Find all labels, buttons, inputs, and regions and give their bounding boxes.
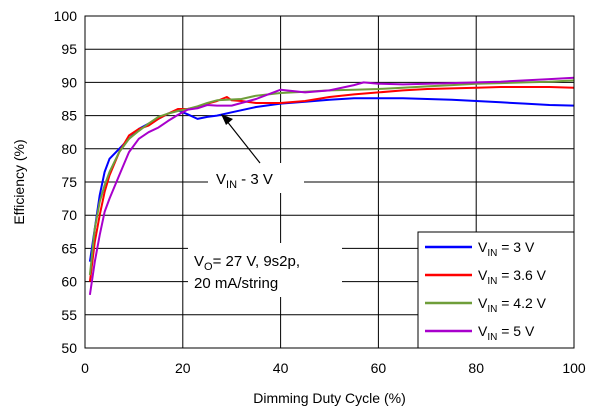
x-axis-label: Dimming Duty Cycle (%) [253, 390, 405, 406]
callout-arrow-line [225, 119, 261, 164]
x-tick-label: 100 [562, 360, 586, 376]
y-axis-label: Efficiency (%) [11, 139, 27, 224]
legend-label-2: VIN = 3.6 V [478, 267, 547, 287]
callout-arrowhead [221, 114, 233, 125]
conditions-annotation: VO= 27 V, 9s2p, 20 mA/string [188, 243, 342, 297]
y-tick-label: 50 [61, 340, 77, 356]
x-tick-label: 40 [273, 360, 289, 376]
legend-label-4: VIN = 5 V [478, 323, 535, 343]
vin-callout-text: VIN - 3 V [216, 171, 273, 191]
y-tick-label: 65 [61, 240, 77, 256]
legend-box [417, 231, 575, 349]
y-tick-label: 70 [61, 207, 77, 223]
x-tick-label: 80 [468, 360, 484, 376]
y-tick-label: 100 [54, 8, 78, 24]
series-line-4 [88, 76, 575, 296]
x-tick-label: 20 [175, 360, 191, 376]
x-tick-label: 0 [81, 360, 89, 376]
legend-label-1: VIN = 3 V [478, 239, 535, 259]
legend: VIN = 3 V VIN = 3.6 V VIN = 4.2 V VIN = 5 V [417, 231, 575, 349]
legend-items: VIN = 3 V VIN = 3.6 V VIN = 4.2 V VIN = 5 V [425, 239, 547, 343]
y-tick-label: 55 [61, 307, 77, 323]
x-tick-label: 60 [371, 360, 387, 376]
conditions-box [188, 243, 342, 297]
conditions-line-1: VO= 27 V, 9s2p, [194, 253, 300, 273]
y-tick-label: 90 [61, 74, 77, 90]
conditions-line-2: 20 mA/string [194, 275, 278, 292]
series-line-1 [88, 97, 575, 262]
vin-callout-box [208, 163, 304, 193]
y-tick-label: 95 [61, 41, 77, 57]
x-tick-labels: 0 20 40 60 80 100 [81, 360, 586, 376]
series-line-3 [88, 79, 575, 276]
y-tick-label: 60 [61, 274, 77, 290]
plot-frame [84, 15, 575, 349]
series-lines [88, 76, 575, 296]
y-tick-label: 75 [61, 174, 77, 190]
vin-callout: VIN - 3 V [208, 114, 304, 193]
y-tick-label: 85 [61, 108, 77, 124]
y-tick-labels: 50 55 60 65 70 75 80 85 90 95 100 [54, 8, 78, 356]
y-tick-label: 80 [61, 141, 77, 157]
legend-label-3: VIN = 4.2 V [478, 295, 547, 315]
